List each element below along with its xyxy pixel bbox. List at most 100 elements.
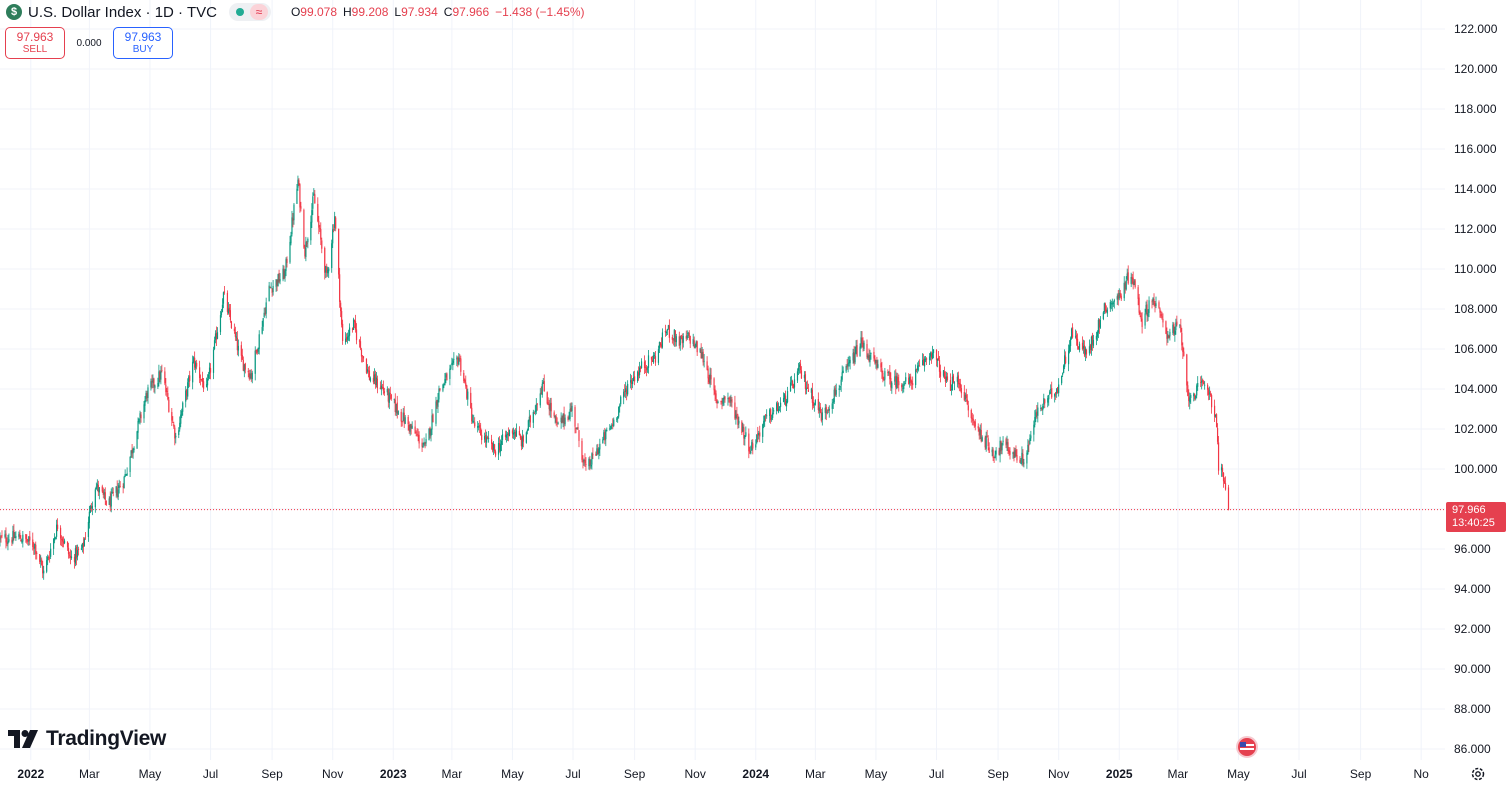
candle-body xyxy=(249,373,251,379)
candle-body xyxy=(797,367,800,371)
candle-body xyxy=(888,372,890,374)
candle-body xyxy=(866,344,868,358)
candle-body xyxy=(167,393,169,400)
candle-body xyxy=(230,321,232,328)
candle-body xyxy=(4,534,6,537)
candle-body xyxy=(192,361,194,383)
tradingview-logo[interactable]: TradingView xyxy=(8,727,166,751)
us-flag-event-icon[interactable] xyxy=(1236,736,1258,758)
candle-body xyxy=(901,384,903,388)
candle-body xyxy=(949,380,952,391)
candle-body xyxy=(643,361,646,368)
candle-body xyxy=(389,393,391,395)
candle-body xyxy=(1190,395,1192,398)
candle-body xyxy=(835,389,837,395)
candle-body xyxy=(311,210,313,223)
candle-body xyxy=(1160,314,1162,317)
price-tick-label: 122.000 xyxy=(1454,22,1498,36)
candle-body xyxy=(122,486,124,488)
candle-body xyxy=(1034,416,1036,425)
candle-body xyxy=(299,184,301,208)
candle-body xyxy=(41,559,43,566)
candle-body xyxy=(394,399,396,412)
candle-body xyxy=(290,235,292,244)
candle-body xyxy=(15,536,17,539)
candle-body xyxy=(519,435,521,439)
candle-body xyxy=(852,353,854,361)
candle-body xyxy=(695,341,697,347)
candle-body xyxy=(446,373,448,381)
candle-body xyxy=(883,379,885,381)
candle-body xyxy=(944,376,947,382)
candle-body xyxy=(237,345,239,351)
candle-body xyxy=(243,364,245,372)
candle-body xyxy=(965,394,967,399)
candle-body xyxy=(590,464,592,467)
candle-body xyxy=(1050,388,1052,391)
time-axis[interactable]: 2022 Mar May Jul Sep Nov 2023 Mar May Jul Sep Nov 20… xyxy=(17,767,1429,781)
price-axis[interactable]: 122.000 120.000 118.000 116.000 114.000 112.0… xyxy=(1454,22,1498,756)
gear-icon[interactable] xyxy=(1470,766,1486,782)
candle-body xyxy=(264,313,266,315)
sell-button[interactable]: 97.963 SELL xyxy=(5,27,65,59)
candle-body xyxy=(0,536,1,540)
candle-body xyxy=(291,217,293,235)
candle-body xyxy=(1193,393,1195,397)
candle-body xyxy=(574,407,576,427)
candle-body xyxy=(297,179,299,188)
candle-body xyxy=(174,427,176,439)
candle-body xyxy=(666,328,668,331)
candle-body xyxy=(77,548,80,550)
candle-body xyxy=(581,440,583,460)
candle-body xyxy=(1216,427,1219,442)
candle-body xyxy=(611,424,613,426)
candle-body xyxy=(166,391,168,392)
candle-body xyxy=(745,432,747,436)
market-status-pill[interactable]: ≈ xyxy=(228,3,271,21)
candle-body xyxy=(930,353,933,358)
symbol-title[interactable]: U.S. Dollar Index · 1D · TVC xyxy=(28,3,217,21)
buy-button[interactable]: 97.963 BUY xyxy=(113,27,173,59)
candle-body xyxy=(261,327,263,334)
candle-body xyxy=(855,345,857,354)
candle-body xyxy=(339,274,341,302)
candle-body xyxy=(354,321,357,330)
candle-body xyxy=(1130,277,1132,284)
candle-body xyxy=(108,498,110,505)
candle-body xyxy=(957,375,959,385)
candle-body xyxy=(439,388,441,391)
candle-body xyxy=(583,460,585,462)
candle-body xyxy=(661,332,664,348)
candle-body xyxy=(372,377,375,383)
price-tick-label: 102.000 xyxy=(1454,422,1498,436)
candle-body xyxy=(126,473,128,476)
candle-body xyxy=(870,353,872,354)
candle-body xyxy=(959,383,961,388)
candle-body xyxy=(812,402,814,406)
candle-body xyxy=(532,412,534,423)
candle-body xyxy=(703,360,705,362)
candle-body xyxy=(702,351,704,363)
candle-body xyxy=(653,355,656,356)
candle-body xyxy=(53,539,55,549)
candle-body xyxy=(932,349,935,354)
candle-body xyxy=(887,371,889,374)
candle-body xyxy=(380,385,382,390)
candle-body xyxy=(485,434,487,443)
candle-body xyxy=(275,279,277,287)
candle-body xyxy=(736,413,738,415)
candle-body xyxy=(820,412,822,421)
candle-body xyxy=(504,434,507,438)
candle-body xyxy=(776,403,778,411)
candle-body xyxy=(147,387,149,399)
candle-body xyxy=(605,429,607,440)
candle-body xyxy=(153,378,155,387)
candle-body xyxy=(94,489,96,508)
candle-body xyxy=(874,358,876,364)
candle-body xyxy=(1008,449,1010,453)
candle-body xyxy=(1105,309,1107,313)
candle-body xyxy=(859,346,861,356)
candle-body xyxy=(549,403,551,411)
candle-body xyxy=(118,485,120,489)
